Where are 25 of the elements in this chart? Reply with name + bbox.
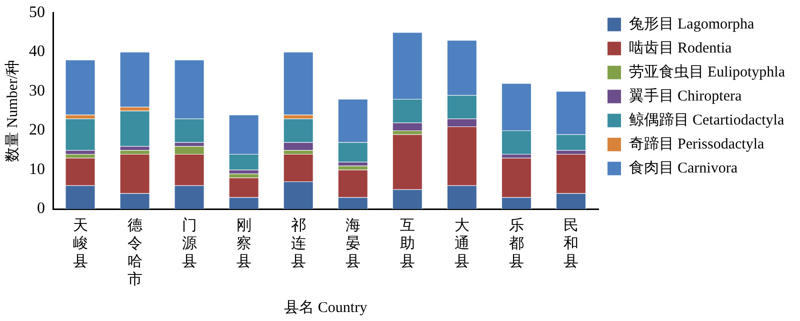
y-tick-label: 50 [29,4,45,21]
legend-label: 兔形目 Lagomorpha [628,15,754,32]
x-tick-label: 互助县 [400,218,415,270]
y-tick-label: 0 [37,200,45,218]
legend-label: 奇蹄目 Perissodactyla [628,135,764,152]
x-tick-label: 海晏县 [345,216,360,270]
y-axis-title: 数量 Number/种 [4,60,21,162]
legend-label: 翼手目 Chiroptera [628,87,742,104]
x-tick-label: 天峻县 [72,218,88,270]
x-tick-label: 大通县 [454,216,470,270]
x-tick-label: 门源县 [182,216,197,270]
x-axis-title: 县名 Country [284,298,368,316]
legend-label: 啮齿目 Rodentia [628,39,732,56]
x-tick-label: 德令哈市 [127,218,142,288]
y-tick-label: 10 [29,160,45,178]
x-tick-label: 乐都县 [508,216,524,270]
legend-label: 食肉目 Carnivora [628,159,738,176]
x-tick-label: 祁连县 [290,216,306,270]
y-tick-label: 40 [29,43,45,60]
legend-label: 劳亚食虫目 Eulipotyphla [628,63,786,80]
x-tick-label: 刚察县 [236,218,252,270]
legend-label: 鲸偶蹄目 Cetartiodactyla [628,111,784,128]
y-tick-label: 20 [29,122,45,139]
y-tick-label: 30 [29,82,45,100]
x-tick-label: 民和县 [563,218,578,270]
